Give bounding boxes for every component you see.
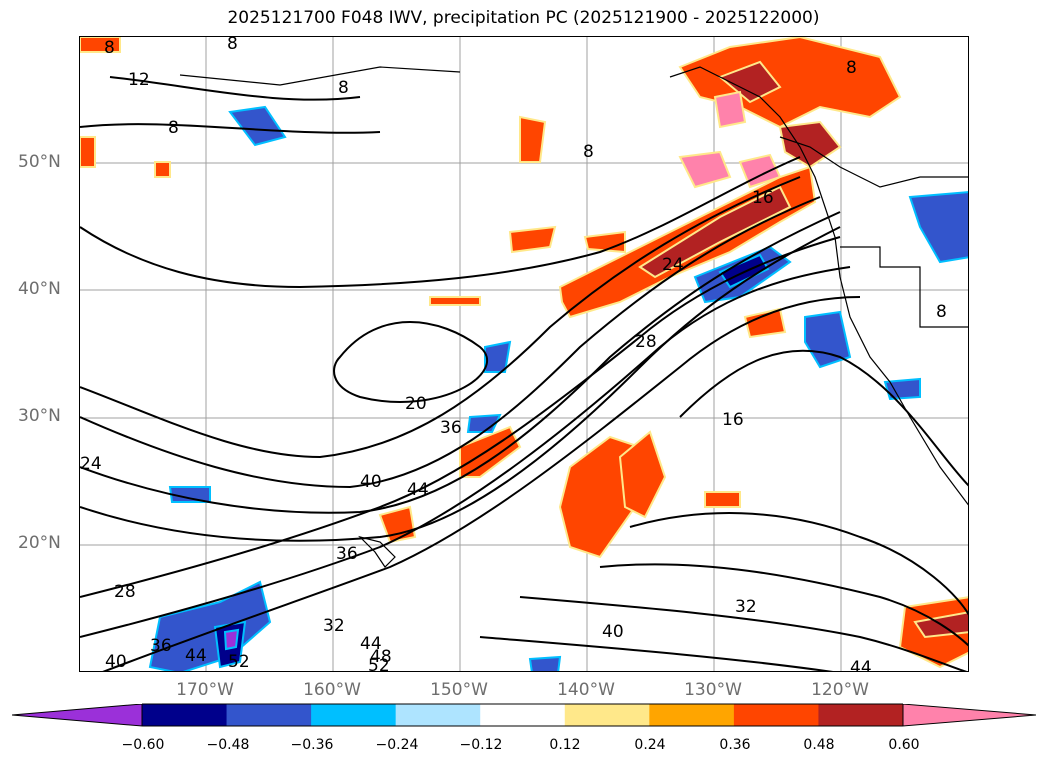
colorbar-segment (226, 704, 312, 726)
contour-label: 8 (583, 142, 594, 162)
map-title: 2025121700 F048 IWV, precipitation PC (2… (227, 8, 820, 28)
colorbar-segment (142, 704, 228, 726)
lon-label-120w: 120°W (811, 680, 869, 700)
contour-label: 28 (114, 582, 136, 602)
colorbar-tick: −0.12 (459, 737, 503, 753)
colorbar-segment (818, 704, 904, 726)
contour-label: 44 (850, 658, 872, 672)
lon-label-140w: 140°W (557, 680, 615, 700)
contour-label: 24 (80, 454, 102, 474)
contour-label: 44 (360, 634, 382, 654)
colorbar (12, 703, 1036, 727)
lon-label-160w: 160°W (303, 680, 361, 700)
colorbar-segment (564, 704, 650, 726)
contour-label: 32 (323, 616, 345, 636)
colorbar-tick: 0.12 (549, 737, 581, 753)
contour-label: 36 (440, 418, 462, 438)
colorbar-extend-low (12, 704, 142, 726)
alaska-panhandle-precip (678, 37, 902, 129)
colorbar-segment (395, 704, 481, 726)
negative-precip-areas (148, 105, 968, 671)
positive-precip-areas (80, 37, 968, 669)
contour-label: 16 (722, 410, 744, 430)
contour-label: 52 (228, 652, 250, 672)
contour-label: 16 (752, 188, 774, 208)
contour-label: 8 (338, 78, 349, 98)
lat-label-20n: 20°N (18, 533, 61, 553)
lon-label-170w: 170°W (176, 680, 234, 700)
contour-label: 40 (105, 652, 127, 672)
colorbar-tick: 0.60 (888, 737, 920, 753)
contour-label: 20 (405, 394, 427, 414)
iwv-contours (80, 76, 968, 671)
contour-label: 8 (936, 302, 947, 322)
map-panel: 8 8 8 12 8 8 16 24 28 20 36 40 44 16 36 … (79, 36, 969, 672)
contour-label: 8 (104, 38, 115, 58)
contour-label: 8 (846, 58, 857, 78)
contour-label: 8 (168, 118, 179, 138)
lat-label-30n: 30°N (18, 406, 61, 426)
lon-label-130w: 130°W (684, 680, 742, 700)
colorbar-tick: −0.60 (121, 737, 165, 753)
contour-label: 48 (370, 647, 392, 667)
colorbar-tick: 0.24 (634, 737, 666, 753)
contour-label: 8 (227, 37, 238, 54)
contour-label: 40 (602, 622, 624, 642)
colorbar-segment (733, 704, 819, 726)
contour-label: 52 (368, 656, 390, 672)
contour-label: 28 (635, 332, 657, 352)
contour-label: 36 (336, 544, 358, 564)
contour-label: 24 (662, 255, 684, 275)
lon-label-150w: 150°W (430, 680, 488, 700)
colorbar-segment (480, 704, 566, 726)
colorbar-tick: −0.24 (375, 737, 419, 753)
colorbar-tick: 0.48 (803, 737, 835, 753)
colorbar-extend-high (903, 704, 1036, 726)
colorbar-segment (649, 704, 735, 726)
contour-labels: 8 8 8 12 8 8 16 24 28 20 36 40 44 16 36 … (80, 37, 947, 672)
colorbar-tick: 0.36 (719, 737, 751, 753)
graticule (80, 37, 968, 671)
colorbar-tick: −0.48 (206, 737, 250, 753)
contour-label: 44 (185, 646, 207, 666)
contour-label: 12 (128, 70, 150, 90)
contour-label: 40 (360, 472, 382, 492)
colorbar-segments (12, 704, 1036, 726)
map-canvas: 8 8 8 12 8 8 16 24 28 20 36 40 44 16 36 … (80, 37, 968, 672)
lat-label-40n: 40°N (18, 279, 61, 299)
colorbar-tick: −0.36 (290, 737, 334, 753)
lat-label-50n: 50°N (18, 152, 61, 172)
contour-label: 32 (735, 597, 757, 617)
contour-label: 36 (150, 636, 172, 656)
contour-label: 44 (407, 480, 429, 500)
colorbar-segment (311, 704, 397, 726)
